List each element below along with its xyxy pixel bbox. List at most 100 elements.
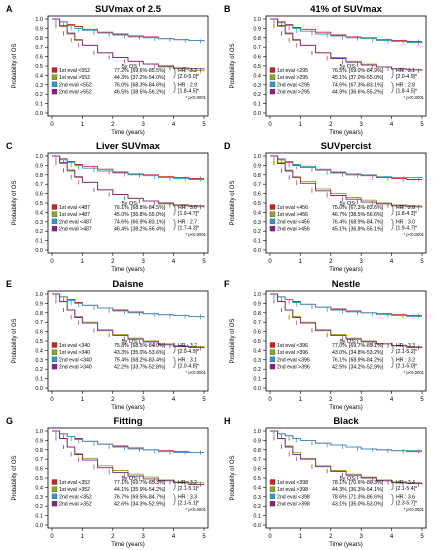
legend-label: 2nd eval >552	[59, 90, 92, 96]
legend-ci: [35.0%-53.0%]	[349, 502, 384, 508]
legend-pct: 42.2%	[114, 365, 129, 371]
y-tick-label: 0.1	[253, 239, 261, 245]
x-tick-label: 1	[81, 122, 85, 128]
hr-bracket	[172, 494, 176, 505]
y-tick-label: 0.5	[35, 339, 43, 345]
hr-bracket	[172, 479, 176, 491]
legend-swatch	[51, 218, 58, 225]
legend-label: 1st eval >340	[59, 350, 90, 356]
panel-letter: F	[224, 279, 230, 289]
legend-ci: [66.9%-83.1%]	[131, 219, 166, 225]
legend-ci: [67.3%-83.6%]	[349, 205, 384, 211]
y-tick-label: 0.7	[35, 45, 43, 51]
y-tick-label: 0.4	[35, 348, 43, 354]
y-tick-label: 1.0	[35, 17, 43, 23]
legend-swatch	[51, 204, 58, 210]
legend-ci: [37.2%-54.0%]	[131, 75, 166, 81]
hr-bracket	[172, 357, 176, 368]
y-tick-label: 0.8	[253, 448, 261, 454]
legend-label: 2nd eval <396	[277, 357, 310, 363]
legend-pct: 44.3%	[332, 487, 347, 493]
legend-label: 2nd eval >295	[277, 90, 310, 96]
legend-pct: 78.6%	[332, 494, 347, 500]
x-tick-label: 5	[202, 397, 206, 403]
y-tick-label: 0.6	[253, 467, 261, 473]
y-tick-label: 0.8	[253, 311, 261, 317]
y-tick-label: 0.5	[253, 339, 261, 345]
legend-pct: 75.8%	[114, 343, 129, 349]
y-tick-label: 0.0	[253, 523, 261, 529]
legend-pct: 42.6%	[114, 502, 129, 508]
x-tick-label: 2	[329, 397, 333, 403]
y-tick-label: 0.3	[35, 358, 43, 364]
x-tick-label: 1	[299, 122, 303, 128]
x-axis-label: Time (years)	[111, 405, 144, 411]
legend-label: 1st eval >487	[59, 212, 90, 218]
x-tick-label: 5	[202, 122, 206, 128]
y-tick-label: 0.5	[35, 64, 43, 70]
hr-bracket	[390, 204, 394, 216]
hr-value: HR : 3.0	[396, 219, 415, 225]
legend-ci: [34.8%-53.2%]	[349, 350, 384, 356]
legend-header: 5y OS:	[340, 64, 357, 70]
y-tick-label: 1.0	[253, 292, 261, 298]
legend-ci: [33.7%-52.8%]	[131, 365, 166, 371]
panel-letter: B	[224, 4, 231, 14]
survival-curve	[270, 293, 422, 349]
y-tick-label: 0.9	[35, 26, 43, 32]
legend-ci: [36.8%-55.0%]	[131, 212, 166, 218]
x-axis-label: Time (years)	[111, 130, 144, 136]
survival-curve	[270, 155, 423, 208]
legend-swatch	[269, 211, 276, 217]
x-tick-label: 2	[111, 397, 115, 403]
x-tick-label: 1	[81, 259, 85, 265]
legend-pct: 45.1%	[332, 227, 347, 233]
x-tick-label: 4	[172, 122, 176, 128]
legend-pct: 45.1%	[332, 75, 347, 81]
p-value: * p<0.0001	[186, 507, 207, 512]
x-axis-label: Time (years)	[111, 542, 144, 548]
legend-ci: [68.9%-84.2%]	[349, 357, 384, 363]
legend-ci: [71.3%-86.6%]	[349, 494, 384, 500]
legend-pct: 76.0%	[114, 82, 129, 88]
legend-ci: [68.9%-84.7%]	[349, 219, 384, 225]
hr-bracket	[172, 82, 176, 93]
legend-label: 2nd eval >456	[277, 227, 310, 233]
y-tick-label: 0.2	[35, 229, 43, 235]
legend-swatch	[51, 363, 58, 370]
survival-curve	[270, 430, 423, 485]
legend-label: 2nd eval <398	[277, 494, 310, 500]
y-tick-label: 0.7	[35, 182, 43, 188]
y-tick-label: 0.4	[253, 348, 261, 354]
x-tick-label: 2	[111, 122, 115, 128]
panel-letter: G	[6, 416, 13, 426]
y-axis-label: Probability of OS	[230, 455, 236, 500]
legend-ci: [69.7%-85.1%]	[349, 343, 384, 349]
y-tick-label: 0.6	[35, 55, 43, 61]
y-tick-label: 0.6	[35, 192, 43, 198]
y-tick-label: 0.6	[253, 55, 261, 61]
y-tick-label: 0.1	[35, 514, 43, 520]
survival-curve	[270, 293, 422, 318]
legend-swatch	[269, 363, 276, 370]
hr-ci: [2.1-5.2]*	[396, 349, 417, 355]
legend-ci: [69.6%-85.5%]	[131, 68, 166, 74]
hr-value: HR : 2.8	[396, 205, 415, 211]
hr-value: HR : 3.2	[178, 480, 197, 486]
legend-label: 1st eval >552	[59, 75, 90, 81]
legend-label: 2nd eval <456	[277, 219, 310, 225]
legend-pct: 44.9%	[332, 90, 347, 96]
x-tick-label: 3	[142, 397, 146, 403]
hr-ci: [2.1-5.1]*	[178, 486, 199, 492]
legend-label: 1st eval <295	[277, 68, 308, 74]
legend-swatch	[51, 74, 58, 80]
y-tick-label: 1.0	[35, 292, 43, 298]
y-tick-label: 0.3	[253, 83, 261, 89]
legend-header: 5y OS:	[122, 476, 139, 482]
x-tick-label: 1	[81, 397, 85, 403]
legend-label: 2nd eval <340	[59, 357, 92, 363]
legend-swatch	[51, 479, 58, 485]
legend-label: 1st eval <456	[277, 205, 308, 211]
legend-swatch	[269, 356, 276, 363]
legend-pct: 43.3%	[114, 350, 129, 356]
